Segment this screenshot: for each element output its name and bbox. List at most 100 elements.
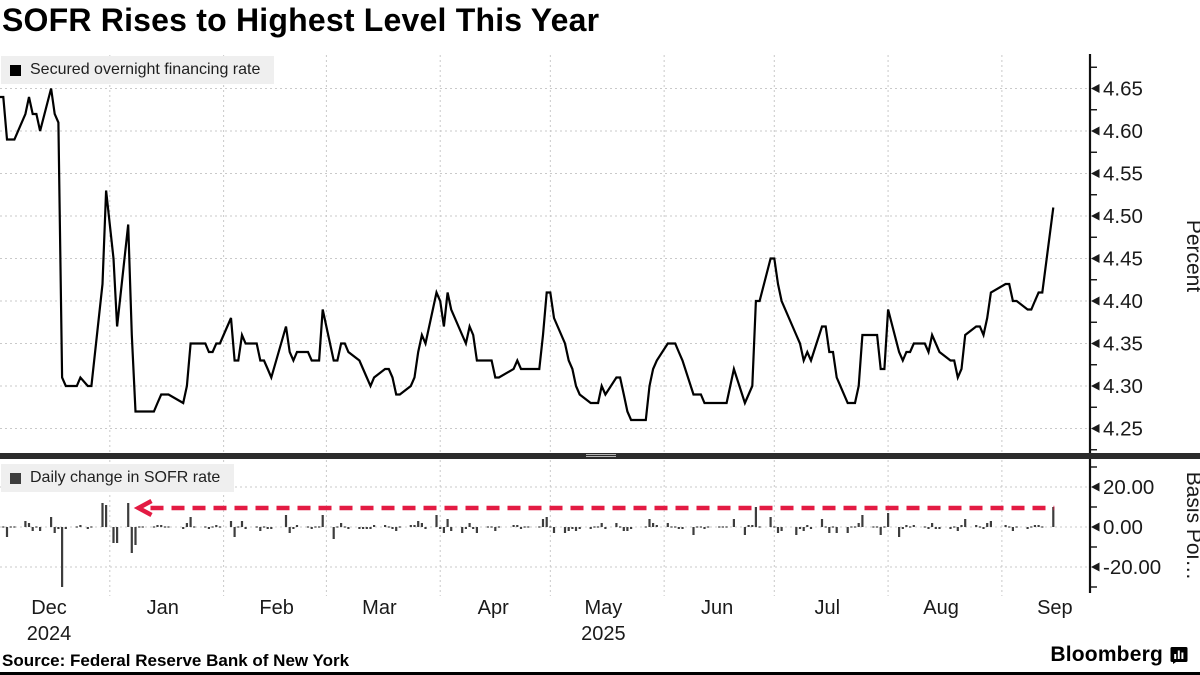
- daily-change-bar: [61, 527, 64, 587]
- daily-change-bar: [953, 526, 956, 528]
- daily-change-bar: [828, 527, 831, 533]
- month-label: Jan: [147, 597, 179, 619]
- daily-change-bar: [769, 517, 772, 527]
- daily-change-bar: [519, 527, 523, 529]
- tick-arrow-icon: [1091, 296, 1100, 306]
- daily-change-bar: [218, 526, 221, 528]
- daily-change-bar: [674, 526, 677, 528]
- daily-change-bar: [597, 526, 600, 528]
- daily-change-bar: [193, 526, 196, 528]
- daily-change-bar: [211, 526, 214, 528]
- daily-change-bar: [743, 527, 746, 535]
- daily-change-bar: [644, 526, 647, 528]
- daily-change-bar: [975, 525, 978, 527]
- daily-change-bar: [600, 523, 603, 527]
- daily-change-bar: [718, 526, 721, 528]
- daily-change-bar: [182, 527, 185, 529]
- daily-change-bar: [887, 513, 890, 527]
- daily-change-bar: [806, 525, 809, 527]
- daily-change-bar: [112, 527, 115, 543]
- tick-arrow-icon: [1091, 339, 1100, 348]
- daily-change-bar: [468, 523, 471, 527]
- rate-tick-label: 4.50: [1103, 205, 1143, 228]
- daily-change-bar: [2, 526, 5, 528]
- month-label: Feb: [259, 597, 293, 619]
- daily-change-bar: [1004, 525, 1007, 527]
- daily-change-bar: [163, 526, 166, 528]
- daily-change-bar: [696, 526, 699, 528]
- daily-change-bar: [75, 526, 78, 528]
- daily-change-bar: [541, 519, 545, 527]
- daily-change-bar: [923, 526, 926, 528]
- rate-tick-label: 4.35: [1103, 333, 1143, 356]
- daily-change-bar: [901, 527, 904, 529]
- daily-change-bar: [310, 527, 313, 529]
- daily-change-bar: [90, 526, 93, 528]
- daily-change-bar: [912, 525, 915, 527]
- daily-change-bar: [439, 527, 442, 529]
- daily-change-bar: [127, 503, 130, 527]
- daily-change-bar: [237, 526, 240, 528]
- daily-change-bar: [270, 527, 273, 529]
- daily-change-bar: [905, 525, 908, 527]
- daily-change-bar: [978, 526, 981, 528]
- daily-change-bar: [39, 527, 42, 531]
- daily-change-bar: [185, 523, 188, 527]
- tick-arrow-icon: [1091, 211, 1100, 221]
- year-label: 2024: [27, 623, 72, 645]
- daily-change-bar: [563, 527, 567, 533]
- rate-legend-label: Secured overnight financing rate: [30, 61, 261, 78]
- change-axis-title: Basis Poi…: [1182, 472, 1200, 581]
- daily-change-bar: [883, 526, 886, 528]
- daily-change-bar: [340, 523, 343, 527]
- month-label: Jul: [814, 597, 840, 619]
- daily-change-bar: [1041, 526, 1044, 528]
- daily-change-bar: [130, 527, 133, 553]
- daily-change-bar: [699, 526, 702, 528]
- daily-change-bar: [24, 521, 27, 527]
- daily-change-bar: [732, 519, 735, 527]
- tick-arrow-icon: [1091, 169, 1100, 178]
- tick-arrow-icon: [1091, 254, 1100, 263]
- month-label: Sep: [1037, 597, 1073, 619]
- chart-title: SOFR Rises to Highest Level This Year: [2, 2, 600, 38]
- daily-change-bar: [31, 527, 34, 531]
- daily-change-bar: [538, 526, 541, 528]
- change-axis: 20.00 0.00 -20.00 Basis Poi…: [1090, 466, 1200, 588]
- daily-change-bar: [384, 525, 387, 527]
- daily-change-bar: [167, 526, 170, 528]
- daily-change-bar: [986, 523, 989, 527]
- daily-change-bar: [141, 526, 144, 528]
- daily-change-bar: [626, 527, 629, 531]
- daily-change-bar: [9, 526, 12, 528]
- daily-change-bar: [464, 527, 467, 529]
- daily-change-bar: [655, 525, 658, 527]
- rate-tick-label: 4.30: [1103, 375, 1143, 398]
- daily-change-bar: [927, 527, 930, 529]
- daily-change-bar: [512, 525, 515, 527]
- daily-change-bar: [549, 526, 552, 528]
- panel-resize-grip[interactable]: [586, 453, 616, 459]
- daily-change-bar: [545, 517, 548, 527]
- daily-change-bar: [369, 527, 372, 529]
- daily-change-bar: [876, 526, 879, 528]
- daily-change-bar: [898, 527, 901, 537]
- daily-change-bar: [413, 525, 416, 527]
- source-note: Source: Federal Reserve Bank of New York: [2, 651, 350, 670]
- daily-change-bar: [343, 526, 346, 528]
- daily-change-bar: [831, 526, 835, 528]
- daily-change-bars: [2, 503, 1055, 587]
- daily-change-bar: [475, 527, 478, 533]
- daily-change-bar: [207, 527, 210, 529]
- daily-change-bar: [872, 526, 875, 528]
- daily-change-bar: [497, 526, 500, 528]
- daily-change-bar: [494, 527, 497, 531]
- daily-change-bar: [798, 527, 802, 529]
- daily-change-bar: [417, 521, 420, 527]
- daily-change-bar: [630, 527, 633, 529]
- daily-change-bar: [703, 527, 706, 529]
- daily-change-bar: [292, 527, 295, 529]
- daily-change-bar: [116, 527, 119, 543]
- daily-change-bar: [244, 527, 247, 529]
- daily-change-bar: [134, 527, 137, 545]
